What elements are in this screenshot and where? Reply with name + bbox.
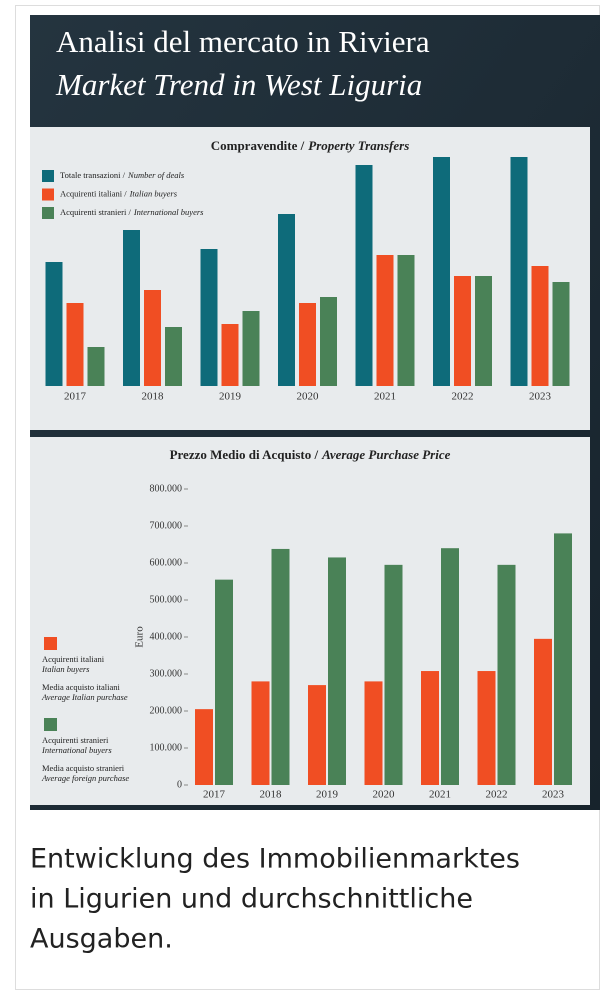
bar	[308, 685, 326, 785]
bar	[498, 565, 516, 785]
caption-line: in Ligurien und durchschnittliche	[30, 884, 473, 915]
x-tick-label: 2019	[219, 391, 242, 403]
header-subtitle: Market Trend in West Liguria	[55, 67, 422, 102]
bar	[123, 230, 140, 386]
chart-title: Prezzo Medio di Acquisto /Average Purcha…	[170, 447, 451, 462]
text-part: Prezzo Medio di Acquisto /	[170, 447, 319, 462]
text-part: Totale transazioni /	[60, 170, 126, 180]
bar	[201, 249, 218, 386]
text-part: International buyers	[133, 207, 204, 217]
x-tick-label: 2020	[373, 789, 396, 801]
bar	[46, 262, 63, 386]
legend-swatch	[44, 637, 57, 650]
legend-label: Acquirenti stranieri	[42, 735, 109, 745]
bar	[144, 290, 161, 386]
x-tick-label: 2017	[64, 391, 87, 403]
bar	[532, 266, 549, 386]
y-tick-label: 0	[177, 779, 182, 790]
bar	[553, 282, 570, 386]
text-part: Italian buyers	[129, 188, 178, 198]
bar	[478, 671, 496, 785]
bar	[67, 303, 84, 386]
bar	[534, 639, 552, 785]
bar	[252, 681, 270, 785]
x-tick-label: 2021	[429, 789, 451, 801]
legend-label: Totale transazioni /Number of deals	[60, 170, 185, 180]
bar	[299, 303, 316, 386]
legend-note: Media acquisto italiani	[42, 682, 121, 692]
legend-label: Italian buyers	[41, 664, 90, 674]
legend-note: Average foreign purchase	[41, 773, 129, 783]
text-part: Property Transfers	[308, 138, 409, 153]
bar	[511, 157, 528, 386]
bar	[215, 580, 233, 785]
bar	[88, 347, 105, 386]
text-part: Compravendite /	[211, 138, 305, 153]
legend-note: Average Italian purchase	[41, 692, 128, 702]
x-tick-label: 2022	[486, 789, 508, 801]
y-axis-label: Euro	[134, 626, 146, 648]
page: Analisi del mercato in Riviera Market Tr…	[0, 0, 616, 990]
bar	[554, 533, 572, 785]
y-tick-label: 600.000	[150, 557, 183, 568]
legend-swatch	[42, 170, 54, 182]
bar	[356, 165, 373, 386]
x-tick-label: 2020	[297, 391, 320, 403]
text-part: Number of deals	[127, 170, 185, 180]
text-part: Acquirenti italiani /	[60, 188, 127, 198]
bar	[441, 548, 459, 785]
bar	[320, 297, 337, 386]
bar	[454, 276, 471, 386]
bar	[421, 671, 439, 785]
bar	[222, 324, 239, 386]
bar	[433, 157, 450, 386]
y-tick-label: 500.000	[150, 594, 183, 605]
bar	[272, 549, 290, 785]
legend-note: Media acquisto stranieri	[42, 763, 125, 773]
y-tick-label: 700.000	[150, 520, 183, 531]
y-tick-label: 400.000	[150, 631, 183, 642]
bar	[365, 681, 383, 785]
text-part: Average Purchase Price	[321, 447, 451, 462]
caption-line: Entwicklung des Immobilienmarktes	[30, 844, 520, 875]
legend-label: Acquirenti italiani /Italian buyers	[60, 188, 178, 198]
text-part: Acquirenti stranieri /	[60, 207, 131, 217]
legend-swatch	[42, 189, 54, 201]
bar	[278, 214, 295, 386]
y-tick-label: 800.000	[150, 483, 183, 494]
x-tick-label: 2017	[203, 789, 226, 801]
caption-line: Ausgaben.	[30, 924, 173, 955]
bar	[243, 311, 260, 386]
x-tick-label: 2021	[374, 391, 396, 403]
bar	[475, 276, 492, 386]
legend-label: Acquirenti italiani	[42, 654, 105, 664]
x-tick-label: 2022	[452, 391, 474, 403]
bar	[195, 709, 213, 785]
x-tick-label: 2018	[260, 789, 283, 801]
chart-title: Compravendite /Property Transfers	[211, 138, 410, 153]
legend-swatch	[42, 207, 54, 219]
legend-label: International buyers	[41, 745, 112, 755]
header-title: Analisi del mercato in Riviera	[56, 24, 430, 59]
legend-swatch	[44, 718, 57, 731]
bar	[328, 557, 346, 785]
bar	[398, 255, 415, 386]
bar	[385, 565, 403, 785]
x-tick-label: 2023	[542, 789, 565, 801]
x-tick-label: 2019	[316, 789, 339, 801]
bar	[165, 327, 182, 386]
y-tick-label: 100.000	[150, 742, 183, 753]
y-tick-label: 200.000	[150, 705, 183, 716]
x-tick-label: 2018	[142, 391, 165, 403]
bar	[377, 255, 394, 386]
x-tick-label: 2023	[529, 391, 552, 403]
y-tick-label: 300.000	[150, 668, 183, 679]
